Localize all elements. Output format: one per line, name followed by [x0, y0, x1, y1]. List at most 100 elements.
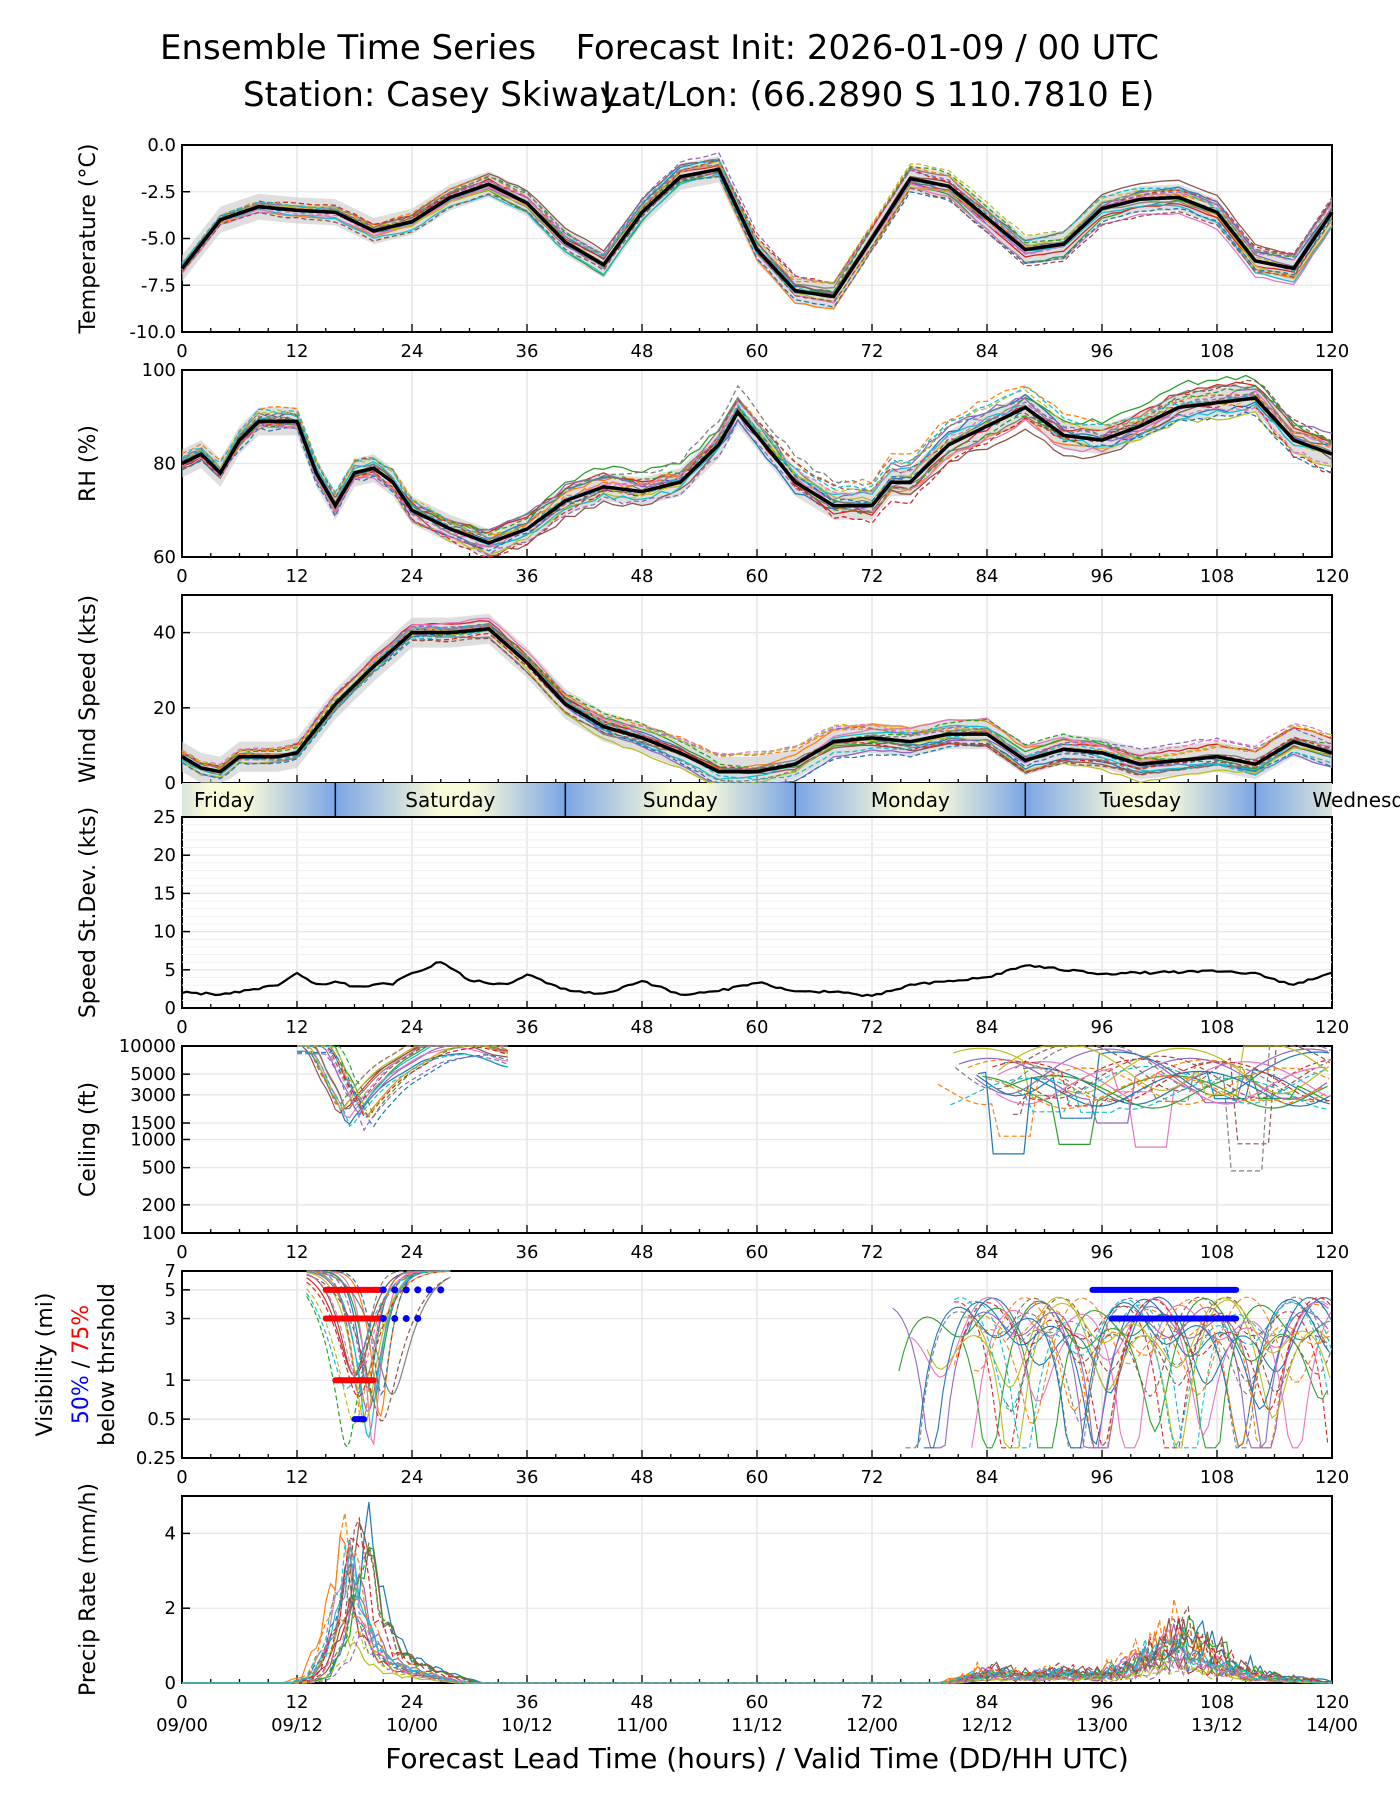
ensemble-member-line [995, 1066, 1326, 1105]
x-tick-label: 36 [516, 1692, 539, 1713]
ensemble-member-line [892, 1301, 1329, 1449]
ensemble-member-line [181, 637, 1333, 776]
y-tick-label: 20 [153, 845, 176, 866]
ensemble-member-line [181, 386, 1333, 540]
y-tick-label: 5000 [130, 1064, 176, 1085]
ensemble-member-line [181, 151, 1333, 284]
ensemble-member-line [181, 626, 1333, 767]
ensemble-member-line [182, 1540, 1332, 1684]
vis75-label: 75% [69, 1305, 94, 1354]
y-tick-label: 40 [153, 623, 176, 644]
x-tick-label: 84 [976, 1017, 999, 1038]
x-tick-label: 0 [176, 1692, 187, 1713]
stdev-line [181, 961, 1333, 998]
y-tick-label: 15 [153, 883, 176, 904]
x-tick-label: 120 [1315, 1017, 1349, 1038]
y-tick-label: 5 [165, 1280, 176, 1301]
x-tick-label: 96 [1091, 566, 1114, 587]
x-tick-label: 48 [631, 1017, 654, 1038]
x-tick-label: 120 [1315, 1692, 1349, 1713]
x-tick-label: 108 [1200, 1017, 1234, 1038]
x-valid-time-label: 11/12 [731, 1715, 783, 1736]
panel-frame [181, 144, 1333, 333]
ensemble-mean-line [181, 396, 1333, 545]
panel-frame [181, 1045, 1333, 1234]
day-label: Wednesday [1312, 788, 1400, 812]
ensemble-member-line [961, 1299, 1331, 1449]
ensemble-member-line [953, 1301, 1329, 1449]
day-band-segment [795, 783, 1026, 817]
ensemble-member-line [297, 1051, 508, 1128]
ensemble-member-line [181, 160, 1333, 284]
ensemble-member-line [181, 626, 1333, 765]
ensemble-member-line [297, 1045, 509, 1118]
x-tick-label: 84 [976, 1467, 999, 1488]
x-tick-label: 96 [1091, 1692, 1114, 1713]
x-tick-label: 96 [1091, 1242, 1114, 1263]
visibility-threshold-label: 50% / 75% [69, 1305, 94, 1424]
x-tick-label: 12 [286, 1017, 309, 1038]
x-tick-label: 108 [1200, 1467, 1234, 1488]
x-valid-time-label: 13/12 [1191, 1715, 1243, 1736]
x-tick-label: 96 [1091, 341, 1114, 362]
x-tick-label: 108 [1200, 341, 1234, 362]
x-tick-label: 0 [176, 1467, 187, 1488]
ensemble-member-line [181, 172, 1333, 298]
y-axis-label: RH (%) [76, 425, 101, 502]
ensemble-member-line [973, 1297, 1330, 1447]
y-tick-label: 80 [153, 454, 176, 475]
vis50-label: 50% [69, 1375, 94, 1424]
day-band-segment [1255, 783, 1332, 817]
y-tick-label: 100 [142, 360, 176, 381]
x-tick-label: 48 [631, 341, 654, 362]
x-tick-label: 12 [286, 566, 309, 587]
x-tick-label: 60 [746, 1692, 769, 1713]
y-tick-label: 1000 [130, 1130, 176, 1151]
x-tick-label: 0 [176, 341, 187, 362]
y-tick-label: 0 [165, 773, 176, 794]
ensemble-member-line [306, 1270, 451, 1449]
y-tick-label: 1500 [130, 1113, 176, 1134]
x-tick-label: 24 [401, 341, 424, 362]
panel-frame [181, 816, 1333, 1009]
ensemble-member-line [997, 1061, 1328, 1148]
y-tick-label: 3000 [130, 1085, 176, 1106]
ensemble-member-line [181, 385, 1333, 537]
x-tick-label: 36 [516, 341, 539, 362]
x-tick-label: 108 [1200, 566, 1234, 587]
ensemble-member-line [297, 1045, 508, 1107]
x-tick-label: 36 [516, 1242, 539, 1263]
y-axis-label: Precip Rate (mm/h) [76, 1483, 101, 1696]
y-tick-label: -10.0 [129, 322, 176, 343]
ensemble-member-line [181, 404, 1333, 552]
x-tick-label: 36 [516, 566, 539, 587]
ensemble-member-line [910, 1296, 1329, 1437]
title-block: Ensemble Time Series Forecast Init: 2026… [0, 0, 1400, 140]
y-tick-label: 4 [165, 1523, 176, 1544]
ensemble-member-line [181, 628, 1333, 781]
x-valid-time-label: 09/12 [271, 1715, 323, 1736]
ensemble-member-line [953, 1047, 1330, 1097]
exceedance-50-marker [437, 1286, 445, 1294]
x-valid-time-label: 14/00 [1306, 1715, 1358, 1736]
x-tick-label: 72 [861, 566, 884, 587]
ensemble-member-line [1010, 1296, 1333, 1398]
y-axis-label: Temperature (°C) [76, 144, 101, 335]
ensemble-member-line [182, 1577, 1332, 1684]
x-tick-label: 84 [976, 566, 999, 587]
x-valid-time-label: 13/00 [1076, 1715, 1128, 1736]
exceedance-50-marker [379, 1286, 387, 1294]
x-tick-label: 24 [401, 1692, 424, 1713]
x-valid-time-label: 12/12 [961, 1715, 1013, 1736]
ensemble-member-line [971, 1304, 1332, 1449]
x-tick-label: 108 [1200, 1692, 1234, 1713]
x-tick-label: 84 [976, 1692, 999, 1713]
y-tick-label: 0.25 [136, 1448, 176, 1469]
x-valid-time-label: 11/00 [616, 1715, 668, 1736]
day-band-segment [182, 783, 336, 817]
x-tick-label: 0 [176, 1242, 187, 1263]
x-tick-label: 12 [286, 1467, 309, 1488]
ensemble-member-line [957, 1297, 1333, 1448]
y-tick-label: 20 [153, 698, 176, 719]
